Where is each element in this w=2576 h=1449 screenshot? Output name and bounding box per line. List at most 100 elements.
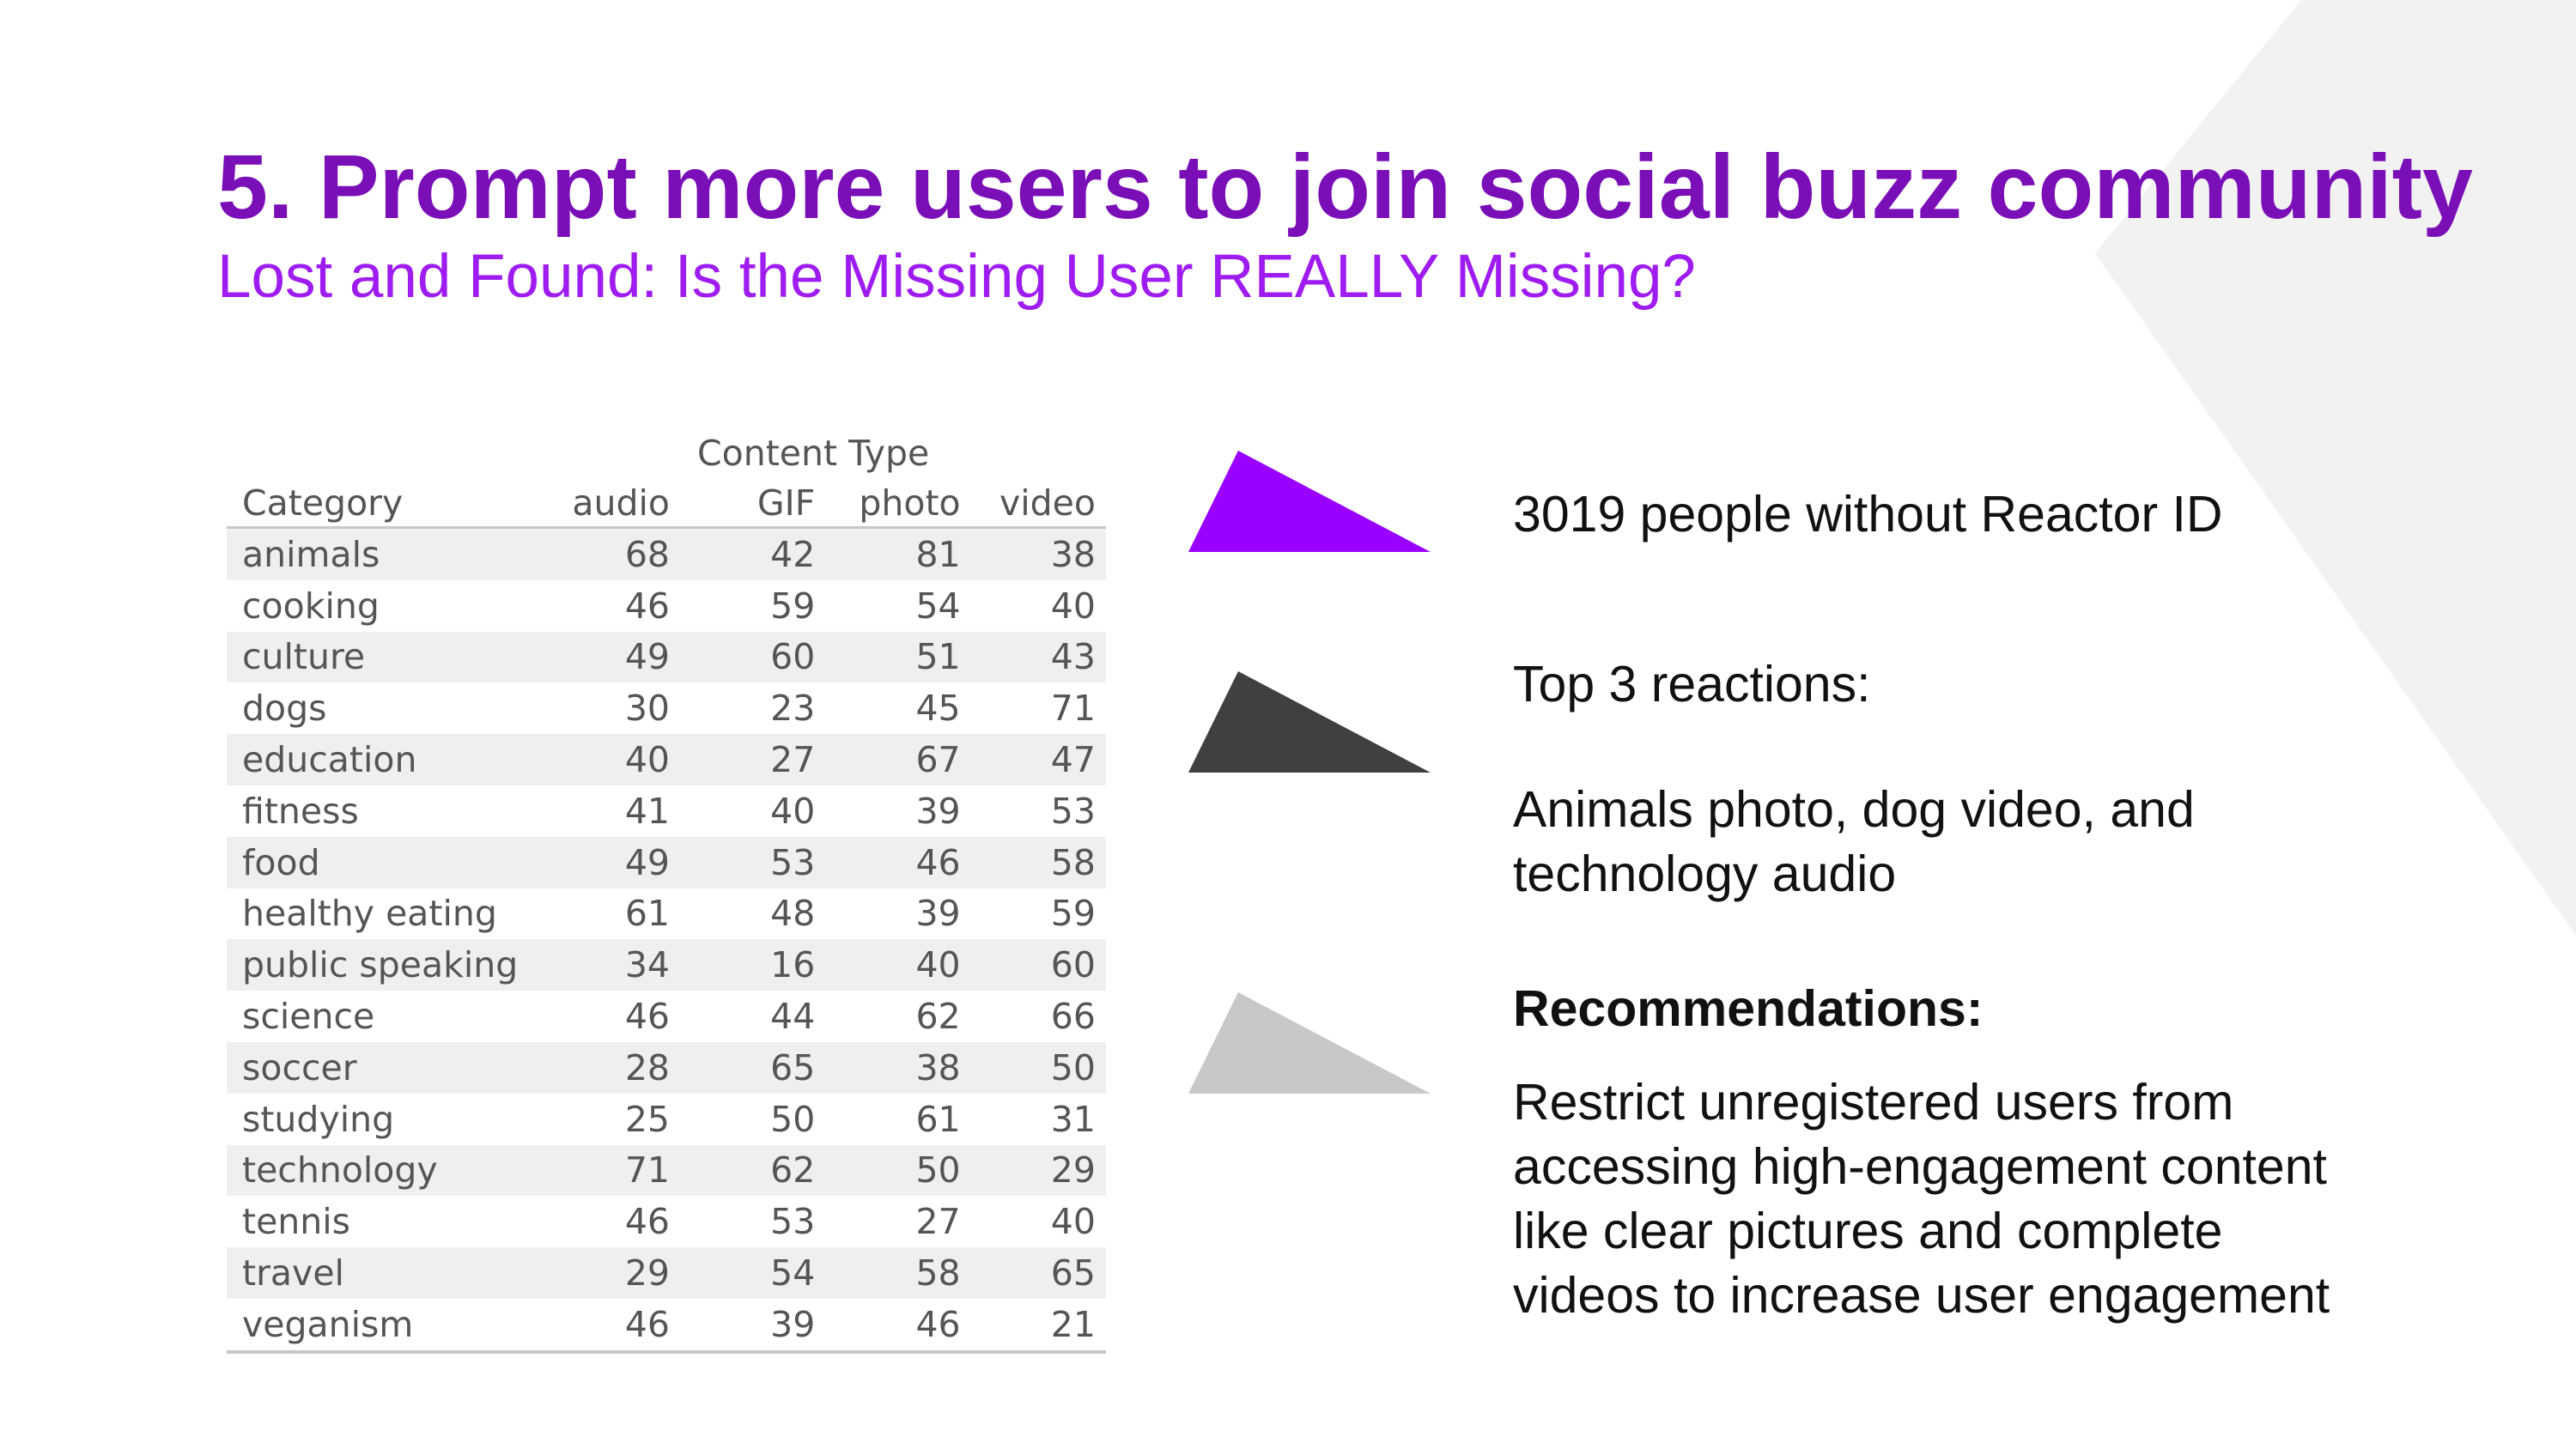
slide-title: 5. Prompt more users to join social buzz… bbox=[217, 136, 2473, 238]
column-header: audio bbox=[572, 482, 670, 524]
table-row: cooking 46 59 54 40 bbox=[227, 579, 1106, 632]
value-cell: 66 bbox=[1050, 996, 1096, 1038]
value-cell: 54 bbox=[915, 585, 961, 627]
category-cell: studying bbox=[242, 1098, 395, 1140]
value-cell: 21 bbox=[1050, 1303, 1096, 1345]
value-cell: 46 bbox=[624, 1303, 670, 1345]
value-cell: 59 bbox=[1050, 893, 1096, 935]
column-header: GIF bbox=[756, 482, 816, 524]
value-cell: 46 bbox=[624, 1201, 670, 1243]
content-type-table: Content Type Category audio GIF photo vi… bbox=[227, 429, 1106, 1354]
value-cell: 43 bbox=[1050, 636, 1096, 678]
value-cell: 46 bbox=[915, 1303, 961, 1345]
value-cell: 38 bbox=[915, 1046, 961, 1088]
value-cell: 61 bbox=[915, 1098, 961, 1140]
table-row: science 46 44 62 66 bbox=[227, 991, 1106, 1042]
finding-top-reactions-line: Animals photo, dog video, and bbox=[1513, 781, 2195, 838]
table-super-header: Content Type bbox=[227, 429, 1106, 479]
table-row: tennis 46 53 27 40 bbox=[227, 1196, 1106, 1248]
value-cell: 40 bbox=[770, 790, 816, 832]
value-cell: 58 bbox=[915, 1252, 961, 1294]
value-cell: 49 bbox=[624, 841, 670, 883]
value-cell: 44 bbox=[770, 996, 816, 1038]
triangle-marker-dark bbox=[1188, 671, 1431, 773]
value-cell: 47 bbox=[1050, 739, 1096, 781]
value-cell: 25 bbox=[624, 1098, 670, 1140]
category-cell: healthy eating bbox=[242, 893, 497, 935]
table-row: technology 71 62 50 29 bbox=[227, 1144, 1106, 1197]
category-cell: cooking bbox=[242, 585, 380, 627]
recommendation-line: like clear pictures and complete bbox=[1513, 1203, 2223, 1259]
triangle-shape bbox=[1188, 451, 1431, 552]
value-cell: 53 bbox=[770, 1201, 816, 1243]
finding-top-reactions-line: technology audio bbox=[1513, 846, 1897, 902]
finding-unregistered-users: 3019 people without Reactor ID bbox=[1513, 486, 2223, 543]
table-row: healthy eating 61 48 39 59 bbox=[227, 888, 1106, 940]
background-polygon bbox=[2095, 0, 2576, 936]
category-cell: dogs bbox=[242, 688, 327, 730]
value-cell: 50 bbox=[915, 1149, 961, 1191]
category-cell: travel bbox=[242, 1252, 344, 1294]
value-cell: 40 bbox=[624, 739, 670, 781]
recommendation-line: videos to increase user engagement bbox=[1513, 1267, 2330, 1324]
table-row: soccer 28 65 38 50 bbox=[227, 1041, 1106, 1094]
value-cell: 48 bbox=[770, 893, 816, 935]
value-cell: 46 bbox=[915, 841, 961, 883]
value-cell: 54 bbox=[770, 1252, 816, 1294]
value-cell: 27 bbox=[770, 739, 816, 781]
category-cell: science bbox=[242, 996, 375, 1038]
value-cell: 31 bbox=[1050, 1098, 1096, 1140]
value-cell: 28 bbox=[624, 1046, 670, 1088]
recommendations-heading: Recommendations: bbox=[1513, 980, 1984, 1037]
triangle-marker-purple bbox=[1188, 451, 1431, 552]
value-cell: 71 bbox=[624, 1149, 670, 1191]
value-cell: 39 bbox=[915, 790, 961, 832]
column-group-label: Content Type bbox=[697, 433, 930, 474]
table-row: public speaking 34 16 40 60 bbox=[227, 939, 1106, 991]
value-cell: 29 bbox=[624, 1252, 670, 1294]
category-cell: tennis bbox=[242, 1201, 351, 1243]
value-cell: 60 bbox=[770, 636, 816, 678]
value-cell: 62 bbox=[770, 1149, 816, 1191]
recommendation-line: Restrict unregistered users from bbox=[1513, 1074, 2234, 1131]
value-cell: 40 bbox=[1050, 1201, 1096, 1243]
column-header: video bbox=[999, 482, 1096, 524]
value-cell: 65 bbox=[770, 1046, 816, 1088]
category-cell: soccer bbox=[242, 1046, 357, 1088]
value-cell: 34 bbox=[624, 944, 670, 986]
value-cell: 81 bbox=[915, 533, 961, 575]
value-cell: 67 bbox=[915, 739, 961, 781]
value-cell: 49 bbox=[624, 636, 670, 678]
value-cell: 46 bbox=[624, 996, 670, 1038]
table-row: studying 25 50 61 31 bbox=[227, 1093, 1106, 1145]
recommendation-line: accessing high-engagement content bbox=[1513, 1138, 2327, 1195]
value-cell: 53 bbox=[770, 841, 816, 883]
value-cell: 59 bbox=[770, 585, 816, 627]
value-cell: 30 bbox=[624, 688, 670, 730]
table-row: dogs 30 23 45 71 bbox=[227, 682, 1106, 735]
value-cell: 51 bbox=[915, 636, 961, 678]
value-cell: 65 bbox=[1050, 1252, 1096, 1294]
finding-top-reactions-heading: Top 3 reactions: bbox=[1513, 656, 1871, 712]
value-cell: 27 bbox=[915, 1201, 961, 1243]
value-cell: 68 bbox=[624, 533, 670, 575]
category-cell: culture bbox=[242, 636, 366, 678]
table-row: animals 68 42 81 38 bbox=[227, 529, 1106, 580]
table-row: travel 29 54 58 65 bbox=[227, 1247, 1106, 1299]
triangle-shape bbox=[1188, 671, 1431, 773]
category-cell: technology bbox=[242, 1149, 438, 1191]
category-cell: public speaking bbox=[242, 944, 519, 986]
category-cell: animals bbox=[242, 533, 380, 575]
value-cell: 23 bbox=[770, 688, 816, 730]
table-row: education 40 27 67 47 bbox=[227, 734, 1106, 785]
value-cell: 61 bbox=[624, 893, 670, 935]
triangle-shape bbox=[1188, 992, 1431, 1094]
value-cell: 40 bbox=[915, 944, 961, 986]
value-cell: 50 bbox=[770, 1098, 816, 1140]
value-cell: 50 bbox=[1050, 1046, 1096, 1088]
slide-subtitle: Lost and Found: Is the Missing User REAL… bbox=[217, 243, 1696, 311]
value-cell: 53 bbox=[1050, 790, 1096, 832]
table-bottom-rule bbox=[227, 1349, 1106, 1354]
row-header-label: Category bbox=[242, 482, 404, 524]
value-cell: 39 bbox=[770, 1303, 816, 1345]
